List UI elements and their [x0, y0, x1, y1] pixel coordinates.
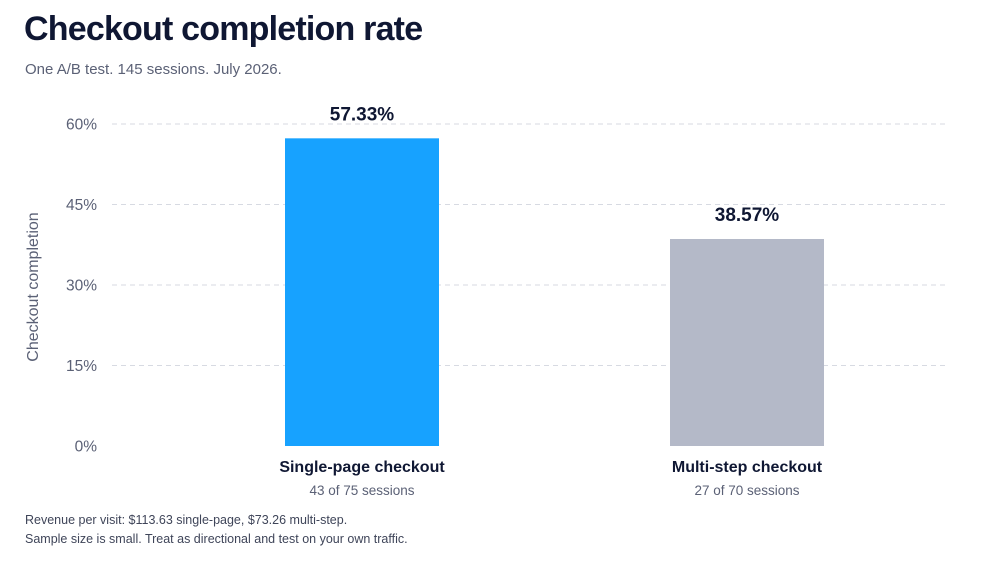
bar-value-label: 57.33%	[330, 104, 395, 125]
y-axis-label: Checkout completion	[25, 212, 42, 361]
footnote-sample-size: Sample size is small. Treat as direction…	[25, 532, 408, 546]
bar-value-label: 38.57%	[715, 205, 780, 226]
x-category-label: Multi-step checkout	[672, 459, 823, 476]
y-tick-label: 45%	[66, 197, 97, 214]
bars	[285, 138, 824, 447]
y-axis-ticks: 0% 15% 30% 45% 60%	[66, 117, 97, 456]
bar-labels: 57.33% Single-page checkout 43 of 75 sessi…	[279, 104, 822, 498]
bar-single-page	[285, 138, 439, 447]
x-category-label: Single-page checkout	[279, 459, 445, 476]
chart-title: Checkout completion rate	[24, 10, 423, 48]
bar-multi-step	[670, 239, 824, 446]
y-tick-label: 30%	[66, 278, 97, 295]
y-tick-label: 0%	[75, 439, 98, 456]
x-category-sublabel: 43 of 75 sessions	[309, 483, 414, 498]
x-category-sublabel: 27 of 70 sessions	[694, 483, 799, 498]
y-tick-label: 15%	[66, 358, 97, 375]
footnote-revenue: Revenue per visit: $113.63 single-page, …	[25, 513, 348, 527]
footnotes: Revenue per visit: $113.63 single-page, …	[25, 511, 408, 549]
chart-subtitle: One A/B test. 145 sessions. July 2026.	[25, 61, 282, 78]
y-tick-label: 60%	[66, 117, 97, 134]
